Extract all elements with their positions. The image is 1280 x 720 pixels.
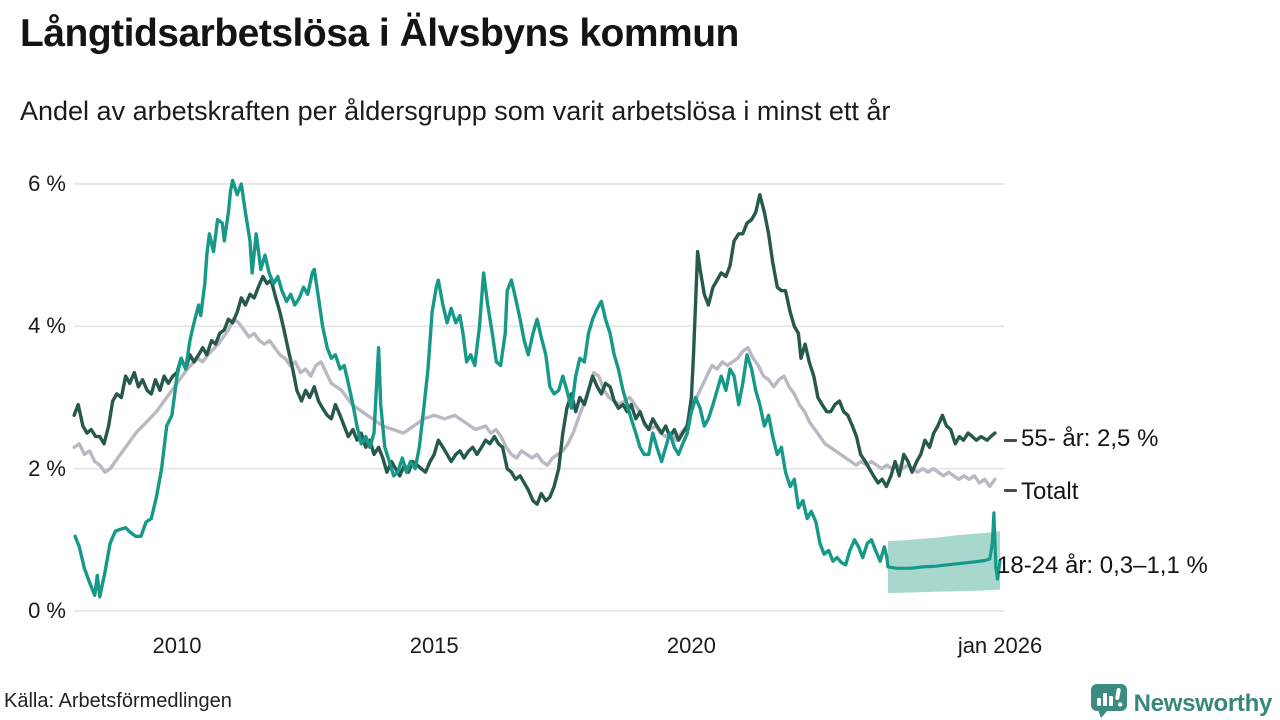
bar-chart-speech-bubble-icon: [1090, 683, 1128, 720]
y-axis-tick-label: 4 %: [28, 313, 66, 339]
newsworthy-logo[interactable]: Newsworthy: [1090, 683, 1272, 720]
x-axis-tick-label: jan 2026: [957, 633, 1043, 658]
y-axis-tick-label: 0 %: [28, 598, 66, 623]
series-line-55- år: [72, 193, 997, 506]
y-axis-tick-label: 2 %: [28, 455, 66, 481]
series-label-tick: [1004, 439, 1017, 442]
series-line-18-24 år (prognos): [885, 511, 1002, 581]
forecast-band: [887, 531, 1000, 594]
y-axis-tick-label: 6 %: [28, 170, 66, 196]
x-axis-tick-label: 2010: [152, 633, 202, 658]
series-line-18-24 år: [73, 178, 889, 599]
x-axis-tick-label: 2015: [409, 633, 459, 658]
source-attribution: Källa: Arbetsförmedlingen: [4, 690, 232, 712]
series-label-total: Totalt: [1021, 478, 1079, 506]
series-line-Totalt: [72, 317, 997, 489]
x-axis-tick-label: 2020: [666, 633, 716, 658]
chart-subtitle: Andel av arbetskraften per åldersgrupp s…: [20, 96, 891, 126]
page-title: Långtidsarbetslösa i Älvsbyns kommun: [20, 12, 739, 55]
series-label-tick: [1004, 489, 1017, 492]
newsworthy-logo-text: Newsworthy: [1133, 689, 1273, 717]
series-label-18-24: 18-24 år: 0,3–1,1 %: [997, 552, 1208, 580]
series-label-55-plus: 55- år: 2,5 %: [1021, 424, 1159, 452]
